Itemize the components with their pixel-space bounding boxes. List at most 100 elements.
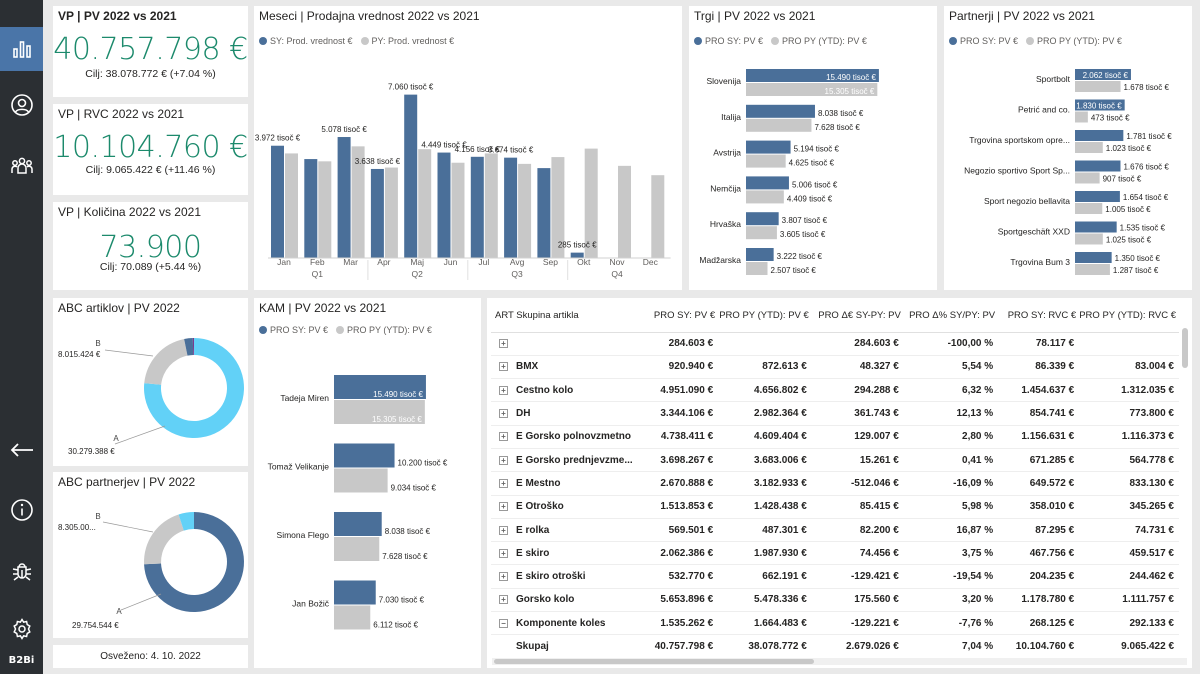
table-row[interactable]: + Cestno kolo 4.951.090 €4.656.802 €294.28… xyxy=(491,378,1179,403)
bar-py[interactable] xyxy=(334,605,371,630)
bar-sy-jul[interactable] xyxy=(470,156,484,258)
bar-py-avg[interactable] xyxy=(518,163,532,258)
bar-py[interactable] xyxy=(1075,233,1103,245)
bar-py[interactable] xyxy=(1075,264,1110,275)
column-header[interactable]: PRO SY: PV € xyxy=(632,300,719,333)
bar-sy[interactable] xyxy=(1075,252,1112,263)
bar-sy-avg[interactable] xyxy=(504,157,518,258)
bar-sy[interactable] xyxy=(1075,99,1125,111)
column-header[interactable]: PRO Δ€ SY-PY: PV xyxy=(811,300,904,333)
column-header[interactable]: PRO Δ% SY/PY: PV xyxy=(903,300,999,333)
bar-py-jan[interactable] xyxy=(285,153,298,258)
vertical-scrollbar[interactable] xyxy=(1182,328,1188,368)
table-row[interactable]: + E Mestno 2.670.888 €3.182.933 € -512.046 … xyxy=(491,471,1179,496)
donut-slice-b[interactable] xyxy=(144,514,184,565)
table-row[interactable]: + E rolka 569.501 €487.301 €82.200 €16,87 … xyxy=(491,518,1179,543)
bar-sy[interactable] xyxy=(746,140,791,154)
bar-py[interactable] xyxy=(1075,142,1103,153)
horizontal-scrollbar[interactable] xyxy=(494,659,814,664)
bar-py[interactable] xyxy=(334,537,380,561)
donut-slice-c[interactable] xyxy=(184,338,194,356)
bar-sy-jun[interactable] xyxy=(437,152,451,258)
bar-sy-sep[interactable] xyxy=(537,168,551,258)
bar-sy[interactable] xyxy=(1075,191,1120,202)
legend-item-sy[interactable]: PRO SY: PV € xyxy=(694,36,763,46)
legend-item-sy[interactable]: PRO SY: PV € xyxy=(949,36,1018,46)
table-row[interactable]: +284.603 €284.603 € -100,00 % 78.117 € xyxy=(491,332,1179,356)
bar-sy[interactable] xyxy=(746,104,815,118)
expand-icon[interactable]: + xyxy=(499,595,508,605)
bar-sy-jan[interactable] xyxy=(271,145,284,258)
donut-slice-a[interactable] xyxy=(144,512,245,612)
bar-py[interactable] xyxy=(746,226,777,240)
expand-icon[interactable]: + xyxy=(499,385,508,395)
expand-icon[interactable]: + xyxy=(499,409,508,419)
table-row[interactable]: + DH 3.344.106 €2.982.364 €361.743 €12,13 … xyxy=(491,401,1179,426)
bar-sy[interactable] xyxy=(334,580,376,605)
bar-py-mar[interactable] xyxy=(351,146,365,258)
table-row[interactable]: − Komponente koles 1.535.262 €1.664.483 € -… xyxy=(491,611,1179,636)
expand-icon[interactable]: + xyxy=(499,525,508,535)
expand-icon[interactable]: + xyxy=(499,502,508,512)
legend-item-py[interactable]: PRO PY (YTD): PV € xyxy=(336,325,432,335)
bar-py[interactable] xyxy=(746,118,812,132)
column-header[interactable]: ART Skupina artikla xyxy=(491,300,633,333)
bar-py[interactable] xyxy=(746,262,768,275)
column-header[interactable]: PRO SY: RVC € xyxy=(998,300,1080,333)
bar-sy[interactable] xyxy=(746,248,774,261)
back-button[interactable] xyxy=(0,428,43,472)
table-total-row[interactable]: Skupaj 40.757.798 € 38.078.772 € 2.679.026 … xyxy=(491,635,1179,658)
bar-py-feb[interactable] xyxy=(318,161,332,258)
expand-icon[interactable]: + xyxy=(499,432,508,442)
bar-py-jun[interactable] xyxy=(451,162,465,258)
expand-icon[interactable]: + xyxy=(499,362,508,372)
bar-py-jul[interactable] xyxy=(484,153,498,258)
legend-item-sy[interactable]: PRO SY: PV € xyxy=(259,325,328,335)
column-header[interactable]: PRO PY (YTD): PV € xyxy=(718,300,812,333)
bar-py[interactable] xyxy=(1075,172,1100,184)
bar-sy-okt[interactable] xyxy=(570,252,584,258)
bar-sy-mar[interactable] xyxy=(337,137,351,258)
collapse-icon[interactable]: − xyxy=(499,618,508,628)
column-header[interactable]: PRO PY (YTD): RVC € xyxy=(1079,300,1179,333)
donut-slice-c[interactable] xyxy=(178,512,194,531)
expand-icon[interactable]: + xyxy=(499,455,508,465)
table-row[interactable]: + E Gorsko polnovzmetno 4.738.411 €4.609.4… xyxy=(491,425,1179,449)
donut-slice-d[interactable] xyxy=(192,338,194,356)
table-row[interactable]: + BMX 920.940 €872.613 €48.327 €5,54 % 86.3… xyxy=(491,355,1179,380)
bar-sy[interactable] xyxy=(1075,130,1124,141)
donut-slice-b[interactable] xyxy=(144,338,188,385)
bar-sy[interactable] xyxy=(746,176,789,190)
legend-item-py[interactable]: PY: Prod. vrednost € xyxy=(360,36,454,46)
bar-py-maj[interactable] xyxy=(418,149,432,258)
expand-icon[interactable]: + xyxy=(499,339,508,349)
bar-py-sep[interactable] xyxy=(551,157,565,258)
nav-dashboard-button[interactable] xyxy=(0,27,43,71)
bar-sy[interactable] xyxy=(746,69,879,82)
bar-py-okt[interactable] xyxy=(584,148,598,258)
bar-sy[interactable] xyxy=(1075,221,1117,233)
legend-item-py[interactable]: PRO PY (YTD): PV € xyxy=(1026,36,1122,46)
bar-py-nov[interactable] xyxy=(618,165,631,258)
nav-partners-button[interactable] xyxy=(0,143,43,187)
info-button[interactable] xyxy=(0,488,43,532)
expand-icon[interactable]: + xyxy=(499,478,508,488)
bar-sy-maj[interactable] xyxy=(404,94,418,258)
donut-slice-a[interactable] xyxy=(144,338,244,438)
table-row[interactable]: + E Gorsko prednjevzme... 3.698.267 €3.683… xyxy=(491,448,1179,473)
bar-sy[interactable] xyxy=(746,212,779,226)
bar-sy-feb[interactable] xyxy=(304,159,318,258)
bar-py[interactable] xyxy=(334,400,425,424)
legend-item-sy[interactable]: SY: Prod. vrednost € xyxy=(259,36,353,46)
expand-icon[interactable]: + xyxy=(499,548,508,558)
settings-button[interactable] xyxy=(0,607,43,651)
bar-sy[interactable] xyxy=(1075,160,1121,172)
bar-py[interactable] xyxy=(1075,81,1121,92)
table-row[interactable]: + E skiro 2.062.386 €1.987.930 €74.456 €3,… xyxy=(491,541,1179,566)
bar-sy[interactable] xyxy=(334,512,382,536)
bar-py-dec[interactable] xyxy=(651,175,665,258)
bar-py[interactable] xyxy=(746,154,786,168)
nav-user-button[interactable] xyxy=(0,83,43,127)
bar-py[interactable] xyxy=(334,468,388,493)
legend-item-py[interactable]: PRO PY (YTD): PV € xyxy=(771,36,867,46)
